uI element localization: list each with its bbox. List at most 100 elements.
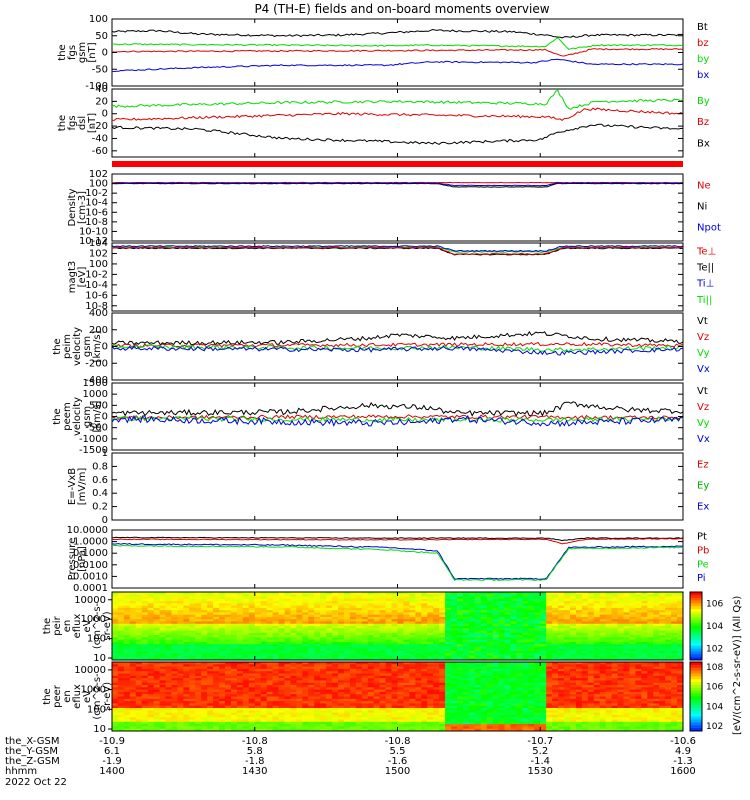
y-axis-label: velocity: [72, 397, 83, 436]
y-tick-label: 0: [102, 48, 108, 59]
y-axis-label: gsm: [77, 42, 88, 63]
y-tick-label: 10-10: [79, 226, 108, 237]
series-Npot: [111, 182, 683, 187]
y-tick-label: -200: [85, 358, 108, 369]
panel-10: 102 104 106 108 [eV/(cm^2-s-sr-eV)] (All Qs)…: [42, 596, 743, 735]
series-Vt: [111, 330, 684, 346]
y-tick-label: -50: [92, 64, 108, 75]
series-Vy: [111, 343, 684, 353]
legend-entry: Pi: [697, 573, 706, 584]
legend-entry: Bz: [697, 117, 709, 128]
legend-entry: Vx: [697, 364, 710, 375]
colorbar-tick: 104: [706, 702, 723, 712]
x-row-label: hhmm: [5, 766, 37, 777]
y-tick-label: 200: [89, 325, 108, 336]
series-bz: [111, 47, 684, 57]
colorbar-tick: 108: [706, 663, 723, 673]
x-tick-label: 5.2: [532, 746, 548, 757]
y-axis-label: fgs: [67, 45, 78, 60]
y-axis-label: the: [57, 115, 68, 131]
y-tick-label: -1000: [79, 434, 108, 445]
y-axis-label: en: [62, 690, 73, 703]
legend-entry: Vy: [697, 348, 710, 359]
colorbar-tick: 102: [706, 722, 723, 732]
x-tick-label: 5.8: [247, 746, 263, 757]
legend-entry: Pe: [697, 559, 709, 570]
series-Bx: [111, 123, 684, 145]
series-Te⊥: [111, 246, 684, 256]
y-tick-label: 10000: [74, 595, 106, 606]
y-tick-label: 10-12: [79, 236, 108, 247]
y-axis-label: (cm^2-s-: [92, 673, 103, 720]
x-tick-label: -1.9: [102, 756, 122, 767]
y-tick-label: 100: [89, 259, 108, 270]
x-tick-label: -10.9: [99, 736, 125, 747]
series-Pt: [111, 536, 684, 542]
legend-entry: Vt: [697, 386, 708, 397]
y-axis-label: peem: [62, 402, 73, 430]
series-Vx: [111, 414, 684, 428]
legend-entry: Te⊥: [696, 246, 716, 257]
y-tick-label: 500: [89, 400, 108, 411]
legend-entry: Ti||: [696, 295, 712, 306]
legend-entry: Vz: [697, 402, 709, 413]
series-Bt: [111, 28, 684, 39]
y-axis-label: eflux: [72, 684, 83, 709]
y-tick-label: 0.2: [92, 502, 108, 513]
series-Pb: [111, 537, 684, 545]
x-tick-label: 1530: [528, 766, 553, 777]
x-tick-label: -10.7: [527, 736, 553, 747]
y-axis-label: peim: [62, 334, 73, 359]
y-tick-label: 0.0100: [73, 560, 108, 571]
x-tick-label: 5.5: [390, 746, 406, 757]
y-tick-label: 1000: [81, 685, 106, 696]
y-axis-label: E=-VxB: [67, 468, 78, 505]
legend-entry: Vy: [697, 418, 710, 429]
y-tick-label: 10-6: [85, 207, 108, 218]
y-tick-label: -100: [85, 81, 108, 92]
x-tick-label: 1500: [385, 766, 410, 777]
y-tick-label: 0: [102, 109, 108, 120]
y-tick-label: 10: [93, 653, 106, 664]
y-axis-label: [cm-3]: [77, 191, 88, 224]
series-bx: [111, 58, 684, 73]
legend-entry: Vx: [697, 434, 710, 445]
y-axis-label: eflux: [72, 614, 83, 639]
x-row-label: the_Y-GSM: [5, 746, 58, 757]
legend-entry: Pb: [697, 545, 709, 556]
legend-entry: Ex: [697, 502, 709, 513]
y-tick-label: -20: [92, 121, 108, 132]
colorbar-label: [eV/(cm^2-s-sr-eV)] (All Qs): [732, 596, 743, 735]
y-axis-label: [mV/m]: [77, 468, 88, 506]
y-axis-label: the: [42, 618, 53, 634]
y-tick-label: 0: [102, 412, 108, 423]
y-axis-label: en: [62, 620, 73, 633]
series-Vt: [111, 401, 684, 417]
y-tick-label: 102: [89, 248, 108, 259]
panel-1: -100 -50 0 50 100 Bt bz by bx the fgs gsm [nT]: [57, 14, 709, 92]
red-bar-strip: [112, 161, 683, 167]
y-tick-label: 10-2: [85, 188, 108, 199]
legend-entry: Ey: [697, 481, 709, 492]
y-tick-label: 10-6: [85, 290, 108, 301]
y-tick-label: 10-8: [85, 217, 108, 228]
legend-entry: bx: [697, 70, 709, 81]
y-axis-label: eV: [82, 690, 93, 703]
y-tick-label: 1500: [83, 378, 108, 389]
y-tick-label: 10-4: [85, 198, 108, 209]
panel-9: 102 104 106 10 100 1000 10000 the peir en eflux eV(…: [42, 591, 723, 664]
y-axis-label: sr-eV): [102, 611, 113, 640]
y-axis-label: the: [52, 408, 63, 424]
y-tick-label: 100: [89, 179, 108, 190]
y-tick-label: -500: [85, 423, 108, 434]
x-tick-label: -10.8: [242, 736, 268, 747]
y-tick-label: 0.1000: [73, 548, 108, 559]
colorbar-tick: 106: [706, 599, 723, 609]
legend-entry: Vt: [697, 316, 708, 327]
y-axis-label: peir: [52, 615, 63, 635]
y-tick-label: 0.4: [92, 488, 108, 499]
